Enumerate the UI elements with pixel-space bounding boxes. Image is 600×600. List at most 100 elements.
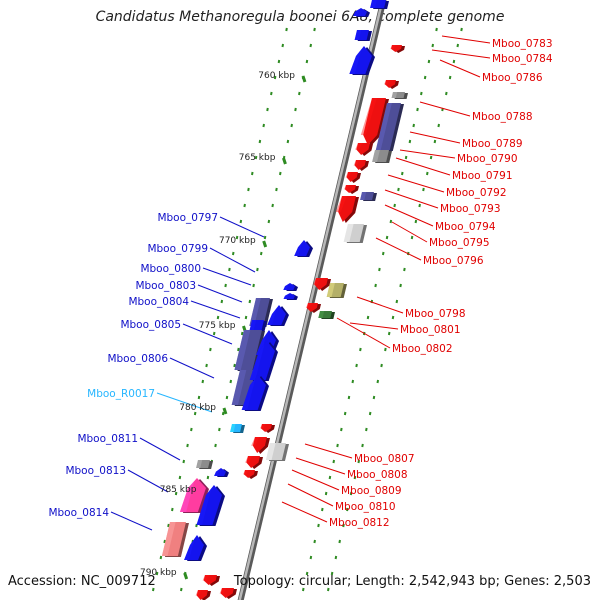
tick-dot (391, 315, 395, 320)
tick-dot (243, 203, 246, 208)
minus-strand-gene (375, 103, 404, 151)
minus-strand-gene (251, 437, 270, 454)
leader-line (110, 511, 153, 531)
tick-dot (420, 91, 423, 96)
tick-dot (206, 475, 210, 480)
tick-dot (285, 27, 288, 32)
minus-gene-label: Mboo_0786 (482, 72, 543, 84)
minus-strand-gene (390, 45, 405, 53)
plus-strand-gene (234, 330, 265, 371)
leader-line (356, 296, 404, 314)
tick-dot (342, 523, 345, 528)
leader-line (127, 469, 169, 493)
plus-gene-label: Mboo_0805 (120, 319, 181, 331)
tick-dot (220, 299, 224, 304)
tick-dot (452, 59, 456, 64)
minus-strand-gene (355, 143, 373, 156)
minus-gene-label: Mboo_0801 (400, 324, 461, 336)
plus-strand-gene (161, 522, 189, 557)
minus-gene-label: Mboo_0808 (347, 469, 408, 481)
minus-gene-label: Mboo_0791 (452, 170, 513, 182)
tick-dot (401, 171, 404, 176)
plus-strand-gene (353, 8, 370, 17)
tick-dot (209, 347, 212, 352)
gene-labels: Mboo_0797 Mboo_0799 Mboo_0800 Mboo_0803 Mboo… (48, 38, 552, 529)
tick-dot (151, 587, 155, 592)
plus-gene-label: Mboo_0806 (107, 353, 168, 365)
map-title: Candidatus Methanoregula boonei 6A8, com… (95, 9, 505, 25)
tick-dot (326, 587, 330, 592)
tick-dot (343, 411, 347, 416)
scale-label: 780 kbp (179, 403, 216, 413)
tick-dot (357, 459, 361, 464)
leader-line (182, 323, 233, 345)
tick-dot (309, 555, 313, 560)
tick-dot (404, 155, 408, 160)
tick-dot (190, 427, 193, 432)
plus-strand-gene (196, 460, 213, 469)
tick-dot (397, 187, 400, 192)
tick-dot (294, 107, 297, 112)
leader-line (281, 501, 328, 523)
tick-dot (435, 27, 438, 32)
tick-dot (384, 347, 387, 352)
plus-strand-gene (294, 240, 313, 257)
tick-dot (366, 315, 370, 320)
leader-line (349, 322, 399, 330)
plus-strand-gene (214, 468, 229, 477)
tick-dot (381, 251, 385, 256)
tick-dot (155, 571, 159, 576)
tick-dot (412, 123, 415, 128)
tick-dot (197, 395, 201, 400)
tick-dot (167, 523, 170, 528)
tick-dot (324, 491, 328, 496)
leader-line (336, 317, 391, 349)
tick-dot (174, 491, 178, 496)
minus-strand-gene (245, 456, 263, 469)
tick-dot (423, 75, 427, 80)
tick-dot (179, 587, 183, 592)
backbone-highlight (238, 0, 384, 600)
minus-strand-gene (344, 185, 359, 194)
scale-labels: 760 kbp 765 kbp 770 kbp 775 kbp 780 kbp 785 k… (140, 71, 295, 578)
tick-dot (163, 539, 166, 544)
tick-dot (305, 571, 309, 576)
plus-strand-gene (241, 375, 269, 411)
minus-strand-gene (219, 588, 237, 599)
leader-line (202, 267, 252, 286)
leader-line (219, 216, 265, 238)
tick-dot (237, 347, 240, 352)
minus-strand-gene (202, 575, 220, 586)
tick-dot (212, 331, 216, 336)
tick-dot (201, 379, 205, 384)
tick-dot (427, 59, 431, 64)
tick-dot (290, 123, 293, 128)
major-tick (183, 572, 189, 580)
leader-line (190, 300, 241, 319)
plus-strand-gene (249, 341, 278, 381)
minus-strand-gene (318, 311, 335, 319)
tick-dot (248, 299, 252, 304)
tick-dot (349, 491, 353, 496)
tick-dot (259, 251, 263, 256)
tick-dot (254, 155, 258, 160)
tick-dot (361, 443, 364, 448)
tick-dot (216, 315, 220, 320)
scale-label: 770 kbp (219, 236, 256, 246)
tick-dot (426, 171, 429, 176)
tick-dot (178, 475, 182, 480)
tick-dot (418, 203, 421, 208)
minus-strand-gene (343, 224, 367, 243)
tick-dot (240, 331, 244, 336)
minus-strand-gene (360, 192, 377, 201)
tick-dot (372, 395, 376, 400)
leader-line (169, 357, 215, 379)
tick-dot (330, 571, 334, 576)
minus-strand-gene (243, 470, 258, 479)
minus-strand-gene (265, 443, 289, 461)
minus-strand-gene (360, 98, 389, 146)
plus-gene-label: Mboo_0803 (135, 280, 196, 292)
tick-dot (235, 235, 239, 240)
tick-dot (229, 379, 233, 384)
